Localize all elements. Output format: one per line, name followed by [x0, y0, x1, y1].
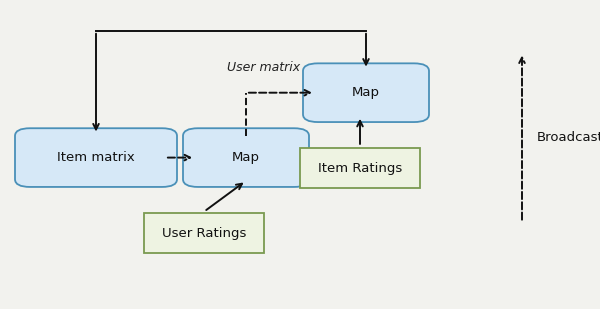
- FancyBboxPatch shape: [15, 128, 177, 187]
- FancyBboxPatch shape: [183, 128, 309, 187]
- Text: Broadcast: Broadcast: [537, 131, 600, 144]
- Text: Item matrix: Item matrix: [57, 151, 135, 164]
- Text: Map: Map: [352, 86, 380, 99]
- FancyBboxPatch shape: [300, 148, 420, 188]
- Text: User matrix: User matrix: [227, 61, 301, 74]
- Text: Map: Map: [232, 151, 260, 164]
- Text: User Ratings: User Ratings: [162, 227, 246, 240]
- FancyBboxPatch shape: [303, 63, 429, 122]
- Text: Item Ratings: Item Ratings: [318, 162, 402, 175]
- FancyBboxPatch shape: [144, 213, 264, 253]
